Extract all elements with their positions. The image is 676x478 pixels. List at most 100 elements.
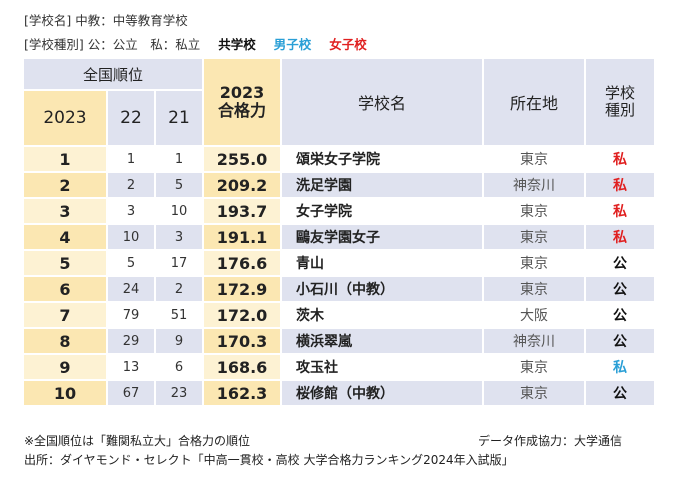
rank-cell: 2 (22, 171, 108, 199)
location-cell: 東京 (482, 223, 586, 251)
rank-2022-cell: 13 (106, 353, 156, 381)
score-cell: 193.7 (202, 197, 282, 225)
location-cell: 東京 (482, 275, 586, 303)
rank-cell: 6 (22, 275, 108, 303)
table-row: 3 3 10 193.7 女子学院 東京私 (22, 197, 656, 225)
legend-coed: 共学校 (218, 37, 256, 52)
score-cell: 172.9 (202, 275, 282, 303)
legend-school-type-note: [学校種別] 公：公立 私：私立 共学校 男子校 女子校 (24, 34, 367, 53)
header-school-kind: 学校 種別 (584, 57, 656, 147)
rank-2021-cell: 17 (154, 249, 204, 277)
header-location: 所在地 (482, 57, 586, 147)
school-name-cell: 茨木 (280, 301, 484, 329)
rank-2022-cell: 1 (106, 145, 156, 173)
table-row: 9 13 6 168.6 攻玉社 東京私 (22, 353, 656, 381)
score-cell: 255.0 (202, 145, 282, 173)
table-row: 6 24 2 172.9 小石川（中教） 東京公 (22, 275, 656, 303)
footer-source: 出所：ダイヤモンド・セレクト「中高一貫校・高校 大学合格力ランキング2024年入… (24, 453, 514, 467)
score-cell: 172.0 (202, 301, 282, 329)
school-kind-cell: 公 (584, 379, 656, 407)
table-row: 7 79 51 172.0 茨木 大阪公 (22, 301, 656, 329)
rank-2022-cell: 5 (106, 249, 156, 277)
rank-cell: 4 (22, 223, 108, 251)
header-year-22: 22 (106, 89, 156, 147)
rank-2021-cell: 2 (154, 275, 204, 303)
location-cell: 東京 (482, 249, 586, 277)
school-name-cell: 鷗友学園女子 (280, 223, 484, 251)
rank-2022-cell: 79 (106, 301, 156, 329)
table-row: 8 29 9 170.3 横浜翠嵐 神奈川公 (22, 327, 656, 355)
rank-2022-cell: 67 (106, 379, 156, 407)
rank-cell: 1 (22, 145, 108, 173)
score-cell: 170.3 (202, 327, 282, 355)
rank-2021-cell: 10 (154, 197, 204, 225)
table-row: 4 10 3 191.1 鷗友学園女子 東京私 (22, 223, 656, 251)
school-name-cell: 横浜翠嵐 (280, 327, 484, 355)
school-name-cell: 攻玉社 (280, 353, 484, 381)
school-name-cell: 青山 (280, 249, 484, 277)
header-gokaku: 2023 合格力 (202, 57, 282, 147)
header-kind-line1: 学校 (604, 84, 635, 102)
school-kind-cell: 公 (584, 249, 656, 277)
rank-2021-cell: 9 (154, 327, 204, 355)
header-school-name: 学校名 (280, 57, 484, 147)
school-name-cell: 頌栄女子学院 (280, 145, 484, 173)
table-row: 10 67 23 162.3 桜修館（中教） 東京公 (22, 379, 656, 407)
school-kind-cell: 私 (584, 145, 656, 173)
school-name-cell: 女子学院 (280, 197, 484, 225)
rank-cell: 5 (22, 249, 108, 277)
school-kind-cell: 私 (584, 353, 656, 381)
header-gokaku-year: 2023 (219, 83, 265, 102)
school-name-cell: 小石川（中教） (280, 275, 484, 303)
rank-2021-cell: 1 (154, 145, 204, 173)
rank-cell: 3 (22, 197, 108, 225)
rank-2021-cell: 5 (154, 171, 204, 199)
header-gokaku-label: 合格力 (217, 101, 266, 120)
score-cell: 209.2 (202, 171, 282, 199)
header-year-21: 21 (154, 89, 204, 147)
location-cell: 東京 (482, 145, 586, 173)
rank-2022-cell: 24 (106, 275, 156, 303)
location-cell: 東京 (482, 353, 586, 381)
school-kind-cell: 私 (584, 223, 656, 251)
school-kind-cell: 私 (584, 197, 656, 225)
school-kind-cell: 公 (584, 327, 656, 355)
rank-2021-cell: 3 (154, 223, 204, 251)
school-kind-cell: 公 (584, 301, 656, 329)
rank-2022-cell: 29 (106, 327, 156, 355)
rank-2022-cell: 2 (106, 171, 156, 199)
table-row: 2 2 5 209.2 洗足学園 神奈川私 (22, 171, 656, 199)
score-cell: 176.6 (202, 249, 282, 277)
score-cell: 162.3 (202, 379, 282, 407)
school-name-cell: 桜修館（中教） (280, 379, 484, 407)
location-cell: 神奈川 (482, 327, 586, 355)
rank-2021-cell: 23 (154, 379, 204, 407)
rank-cell: 9 (22, 353, 108, 381)
rank-2022-cell: 10 (106, 223, 156, 251)
rank-cell: 7 (22, 301, 108, 329)
school-name-cell: 洗足学園 (280, 171, 484, 199)
school-kind-cell: 公 (584, 275, 656, 303)
legend-school-name-note: [学校名] 中教：中等教育学校 (24, 13, 188, 28)
school-kind-cell: 私 (584, 171, 656, 199)
location-cell: 神奈川 (482, 171, 586, 199)
location-cell: 東京 (482, 197, 586, 225)
location-cell: 大阪 (482, 301, 586, 329)
rank-2022-cell: 3 (106, 197, 156, 225)
footer-note: ※全国順位は「難関私立大」合格力の順位 (24, 434, 251, 448)
location-cell: 東京 (482, 379, 586, 407)
score-cell: 168.6 (202, 353, 282, 381)
legend-girls: 女子校 (329, 37, 367, 52)
ranking-table: 全国順位 2023 合格力 学校名 所在地 学校 種別 2023 22 21 1… (22, 57, 656, 407)
legend-type-prefix: [学校種別] 公：公立 私：私立 (24, 37, 201, 52)
rank-2021-cell: 6 (154, 353, 204, 381)
table-row: 1 1 1 255.0 頌栄女子学院 東京私 (22, 145, 656, 173)
header-national-rank: 全国順位 (22, 57, 204, 91)
rank-2021-cell: 51 (154, 301, 204, 329)
header-year-2023: 2023 (22, 89, 108, 147)
score-cell: 191.1 (202, 223, 282, 251)
table-row: 5 5 17 176.6 青山 東京公 (22, 249, 656, 277)
rank-cell: 8 (22, 327, 108, 355)
header-kind-line2: 種別 (604, 101, 635, 119)
legend-boys: 男子校 (273, 37, 312, 52)
